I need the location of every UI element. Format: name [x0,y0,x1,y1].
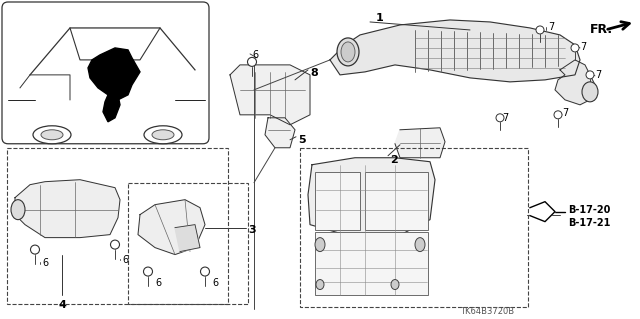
Polygon shape [308,158,435,238]
Bar [365,172,428,230]
Polygon shape [230,65,310,125]
Ellipse shape [415,238,425,252]
Polygon shape [88,48,140,100]
Ellipse shape [536,26,544,34]
Text: 5: 5 [298,135,306,145]
Bar [315,172,360,230]
Text: 3: 3 [248,225,255,235]
Text: FR.: FR. [590,24,613,36]
Polygon shape [138,200,205,255]
Text: 6: 6 [252,50,258,60]
Ellipse shape [337,38,359,66]
Text: 1: 1 [376,13,384,23]
Ellipse shape [31,245,40,254]
Ellipse shape [111,240,120,249]
Text: 7: 7 [548,22,554,32]
Polygon shape [15,180,120,238]
Ellipse shape [496,114,504,122]
Text: B-17-20: B-17-20 [568,205,611,215]
Text: TK64B3720B: TK64B3720B [460,308,514,316]
Ellipse shape [554,111,562,119]
Text: 6: 6 [155,278,161,287]
Polygon shape [555,60,595,105]
Ellipse shape [143,267,152,276]
Text: 8: 8 [310,68,317,78]
Ellipse shape [200,267,209,276]
Bar [128,183,248,305]
Polygon shape [175,225,200,252]
Text: 6: 6 [212,278,218,287]
Ellipse shape [316,279,324,290]
Ellipse shape [248,57,257,66]
Polygon shape [103,95,120,122]
FancyBboxPatch shape [2,2,209,144]
Ellipse shape [586,71,594,79]
Polygon shape [330,20,580,82]
Ellipse shape [391,279,399,290]
Text: 2: 2 [390,155,397,165]
Ellipse shape [144,126,182,144]
Text: 7: 7 [595,70,601,80]
Polygon shape [530,202,555,222]
Text: 6: 6 [42,257,48,268]
Bar [7,148,228,305]
Ellipse shape [571,44,579,52]
Ellipse shape [11,200,25,220]
Ellipse shape [315,238,325,252]
Text: B-17-21: B-17-21 [568,218,611,228]
Ellipse shape [152,130,174,140]
Text: 7: 7 [580,42,586,52]
Bar [300,148,528,308]
Text: 7: 7 [502,113,508,123]
Text: 6: 6 [122,255,128,264]
Ellipse shape [582,82,598,102]
Ellipse shape [41,130,63,140]
Polygon shape [395,128,445,158]
Bar [315,232,428,294]
Text: 7: 7 [562,108,568,118]
Polygon shape [265,118,295,148]
Text: 4: 4 [58,300,66,309]
Ellipse shape [33,126,71,144]
Ellipse shape [341,42,355,62]
